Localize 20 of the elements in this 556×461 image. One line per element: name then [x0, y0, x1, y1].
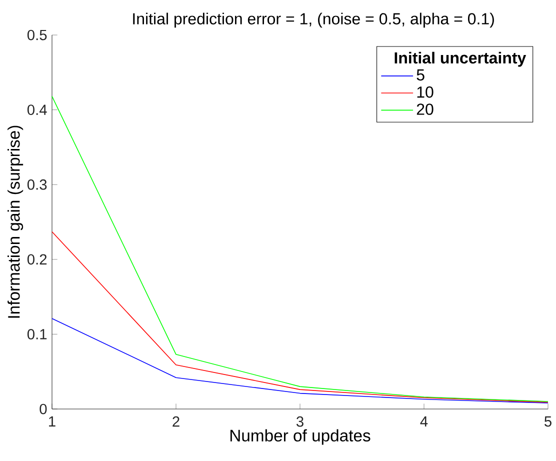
x-tick-label: 1	[49, 416, 56, 426]
y-tick-label: 0.5	[27, 30, 47, 40]
x-tick-label: 3	[296, 416, 304, 427]
x-tick-label: 4	[420, 416, 428, 426]
y-tick-label: 0	[40, 404, 47, 414]
line-series	[52, 318, 548, 404]
y-axis-title: Information gain (surprise)	[8, 126, 24, 318]
y-tick-label: 0.2	[27, 254, 47, 265]
legend-label: 5	[416, 69, 424, 81]
x-tick-label: 2	[172, 416, 180, 427]
chart-title: Initial prediction error = 1, (noise = 0.5, alpha = 0.1)	[133, 12, 494, 28]
x-axis-title: Number of updates	[230, 429, 370, 445]
legend-title: Initial uncertainty	[394, 52, 526, 67]
x-tick-label: 5	[544, 416, 552, 427]
y-tick-label: 0.4	[27, 104, 47, 115]
legend-label: 20	[416, 104, 434, 115]
line-series	[52, 231, 548, 403]
y-tick-label: 0.1	[27, 329, 47, 340]
legend-label: 10	[417, 86, 434, 98]
y-tick-label: 0.3	[27, 179, 47, 190]
